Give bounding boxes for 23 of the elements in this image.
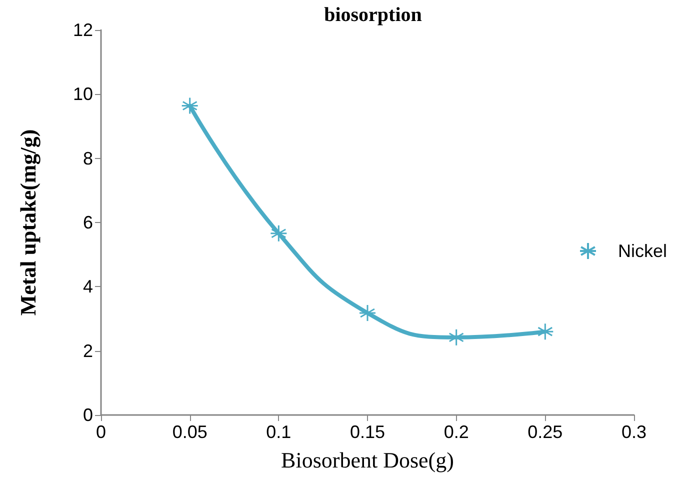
point xyxy=(270,224,288,242)
x-tick-label: 0 xyxy=(96,422,106,442)
point xyxy=(536,322,554,340)
y-tick-label: 10 xyxy=(72,84,93,104)
x-tick-label: 0.3 xyxy=(621,422,647,442)
y-tick-label: 2 xyxy=(82,340,93,361)
point xyxy=(448,328,466,346)
y-axis-title: Metal uptake(mg/g) xyxy=(16,129,40,316)
x-tick-label: 0.15 xyxy=(350,422,386,442)
y-tick-label: 0 xyxy=(82,405,93,425)
y-tick-label: 12 xyxy=(72,20,93,40)
x-tick-label: 0.1 xyxy=(266,422,292,442)
y-tick-label: 4 xyxy=(82,276,93,297)
point xyxy=(181,96,199,114)
y-tick-label: 8 xyxy=(82,148,93,168)
x-tick-label: 0.2 xyxy=(444,422,469,442)
legend-label: Nickel xyxy=(618,241,668,261)
x-axis-title: Biosorbent Dose(g) xyxy=(281,448,454,472)
x-tick-label: 0.05 xyxy=(172,422,208,442)
chart-title: biosorption xyxy=(324,4,422,26)
y-tick-label: 6 xyxy=(82,212,93,232)
x-tick-label: 0.25 xyxy=(528,422,563,442)
point xyxy=(358,304,376,322)
